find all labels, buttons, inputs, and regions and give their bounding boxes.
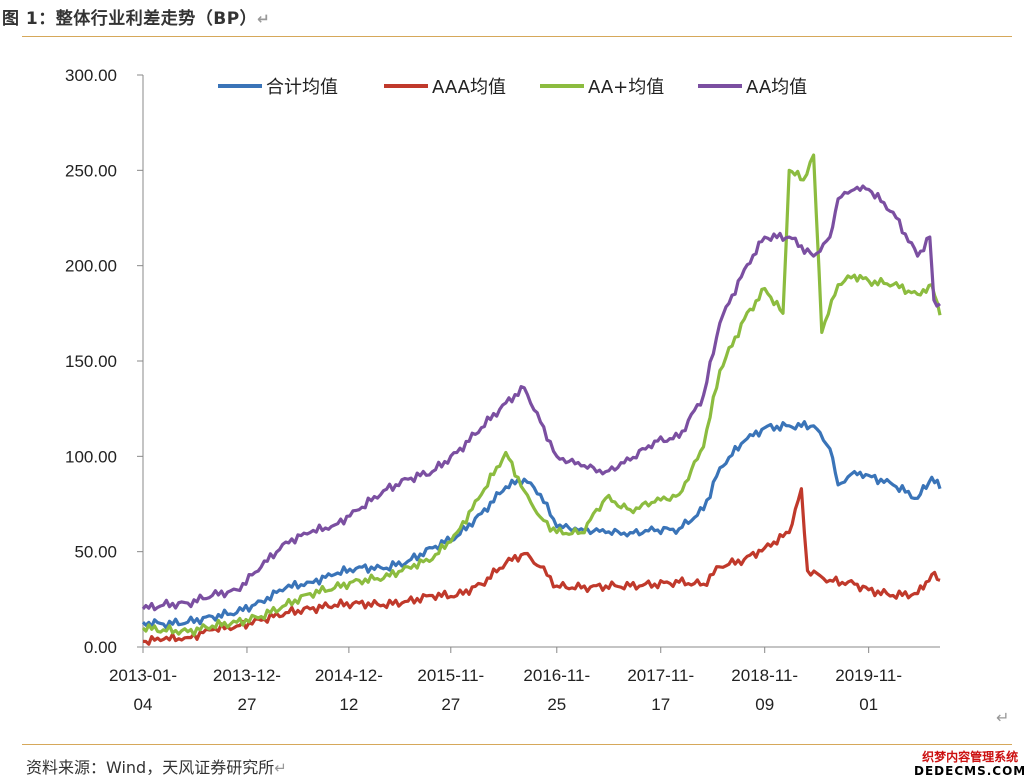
x-tick-label: 2016-11- xyxy=(523,666,590,685)
x-tick-label: 2013-01- xyxy=(109,666,177,685)
legend-label: 合计均值 xyxy=(266,77,338,98)
watermark-line1: 织梦内容管理系统 xyxy=(922,750,1019,764)
source-note: 资料来源：Wind，天风证券研究所↵ xyxy=(26,758,287,777)
x-tick-label: 25 xyxy=(547,695,566,714)
watermark-line2: DEDECMS.COM xyxy=(914,764,1024,778)
x-tick-label: 2013-12- xyxy=(213,666,281,685)
x-tick-label: 04 xyxy=(134,695,153,714)
figure-title: 图 1：整体行业利差走势（BP）↵ xyxy=(2,9,271,29)
x-tick-label: 27 xyxy=(441,695,460,714)
x-tick-label: 12 xyxy=(339,695,358,714)
series-line-2 xyxy=(142,487,941,646)
y-tick-label: 300.00 xyxy=(65,66,117,85)
chart-lines xyxy=(141,153,942,646)
legend-label: AAA均值 xyxy=(432,77,506,98)
source-rule xyxy=(22,744,1012,745)
return-mark: ↵ xyxy=(257,10,271,28)
line-chart: 0.00 50.00 100.00 150.00 200.00 250.00 300.00 2… xyxy=(65,66,942,714)
chart-axes: 0.00 50.00 100.00 150.00 200.00 250.00 300.00 2… xyxy=(65,66,940,714)
y-tick-label: 200.00 xyxy=(65,257,117,276)
y-tick-label: 250.00 xyxy=(65,161,117,180)
watermark-logo: 织梦内容管理系统 DEDECMS.COM xyxy=(914,750,1024,778)
x-tick-label: 17 xyxy=(651,695,670,714)
return-mark-right: ↵ xyxy=(996,708,1010,727)
y-tick-label: 150.00 xyxy=(65,352,117,371)
title-rule xyxy=(22,36,1012,37)
x-tick-label: 01 xyxy=(859,695,878,714)
series-line-4 xyxy=(141,184,941,612)
y-tick-label: 50.00 xyxy=(74,543,117,562)
series-line-1 xyxy=(141,420,942,630)
chart-legend: 合计均值 AAA均值 AA+均值 AA均值 xyxy=(218,77,807,98)
legend-label: AA均值 xyxy=(746,77,807,98)
x-tick-label: 2015-11- xyxy=(417,666,484,685)
x-tick-label: 27 xyxy=(237,695,256,714)
x-tick-label: 2018-11- xyxy=(731,666,798,685)
x-tick-label: 2017-11- xyxy=(627,666,694,685)
series-line-3 xyxy=(141,153,942,637)
y-tick-label: 100.00 xyxy=(65,447,117,466)
x-tick-label: 09 xyxy=(755,695,774,714)
return-mark: ↵ xyxy=(274,759,287,777)
x-tick-label: 2014-12- xyxy=(315,666,383,685)
legend-label: AA+均值 xyxy=(588,77,664,98)
y-tick-label: 0.00 xyxy=(84,638,117,657)
x-tick-label: 2019-11- xyxy=(835,666,902,685)
